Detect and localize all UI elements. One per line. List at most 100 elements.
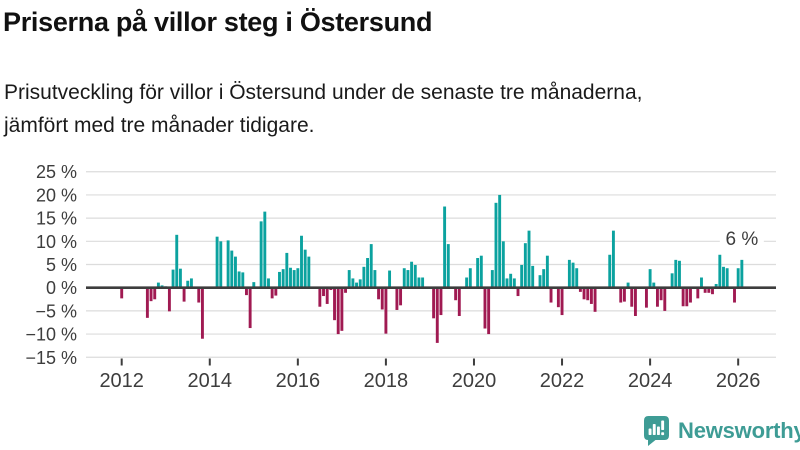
bar-positive xyxy=(413,264,417,288)
bar-positive xyxy=(725,268,729,288)
bar-positive xyxy=(571,262,575,288)
bar-positive xyxy=(678,260,681,288)
bar-positive xyxy=(674,259,678,288)
bar-positive xyxy=(303,249,307,288)
bar-positive xyxy=(300,235,303,288)
bar-positive xyxy=(366,258,370,288)
bar-positive xyxy=(490,270,494,288)
bar-positive xyxy=(369,244,373,288)
subtitle-line-1: Prisutveckling för villor i Östersund un… xyxy=(4,81,643,104)
x-axis-tick-label: 2020 xyxy=(452,370,497,392)
bar-positive xyxy=(520,264,524,288)
bar-negative xyxy=(344,287,347,293)
bar-negative xyxy=(439,287,443,316)
bar-negative xyxy=(322,287,325,297)
x-axis-tick-label: 2024 xyxy=(628,370,673,392)
bar-positive xyxy=(608,254,612,288)
bar-positive xyxy=(512,278,516,288)
bar-negative xyxy=(395,287,399,310)
bar-positive xyxy=(501,241,505,288)
bar-positive xyxy=(498,194,502,288)
bar-negative xyxy=(516,287,520,297)
bar-negative xyxy=(245,287,248,296)
bar-positive xyxy=(259,221,263,288)
bar-positive xyxy=(505,278,509,288)
bar-positive xyxy=(351,278,355,288)
bar-positive xyxy=(410,261,414,288)
bar-positive xyxy=(718,254,722,288)
bar-negative xyxy=(377,287,381,300)
bar-negative xyxy=(145,287,149,318)
bar-positive xyxy=(285,252,289,288)
bar-positive xyxy=(186,280,190,288)
x-axis-tick-label: 2012 xyxy=(99,370,144,392)
bar-positive xyxy=(446,244,450,288)
page-title: Priserna på villor steg i Östersund xyxy=(3,7,433,37)
bar-negative xyxy=(733,287,736,303)
newsworthy-logo-icon xyxy=(644,416,669,446)
bar-negative xyxy=(318,287,322,307)
bar-positive xyxy=(234,256,237,288)
y-axis-tick-label: −5 % xyxy=(35,301,77,321)
bar-negative xyxy=(270,287,274,299)
y-axis-tick-label: 0 % xyxy=(46,278,77,298)
bar-negative xyxy=(333,287,336,321)
bar-positive xyxy=(156,282,160,288)
bar-positive xyxy=(219,241,223,288)
bar-positive xyxy=(373,270,377,288)
bar-positive xyxy=(388,270,392,288)
bar-positive xyxy=(509,273,513,288)
bar-negative xyxy=(197,287,201,303)
x-axis-tick-label: 2026 xyxy=(716,370,761,392)
bar-positive xyxy=(307,256,311,288)
bar-negative xyxy=(578,287,582,292)
bar-negative xyxy=(167,287,171,312)
bar-negative xyxy=(200,287,204,339)
bar-positive xyxy=(700,277,703,288)
bar-positive xyxy=(267,278,270,288)
bar-negative xyxy=(593,287,597,312)
bar-positive xyxy=(740,259,744,288)
bar-positive xyxy=(476,258,480,288)
newsworthy-logo[interactable]: Newsworthy xyxy=(644,416,800,446)
bar-positive xyxy=(237,271,241,288)
bar-positive xyxy=(362,266,366,288)
bar-negative xyxy=(153,287,157,300)
bar-negative xyxy=(457,287,461,316)
bar-positive xyxy=(289,267,292,288)
bar-negative xyxy=(549,287,553,303)
bar-negative xyxy=(689,287,692,303)
bar-negative xyxy=(703,287,707,293)
bar-positive xyxy=(278,271,281,288)
bar-positive xyxy=(494,202,498,288)
bar-positive xyxy=(226,240,230,288)
bar-positive xyxy=(545,255,549,288)
bar-positive xyxy=(479,255,483,288)
y-axis-tick-label: 20 % xyxy=(36,185,77,205)
bar-positive xyxy=(281,269,285,288)
bar-negative xyxy=(248,287,252,329)
bar-negative xyxy=(483,287,487,329)
bar-negative xyxy=(274,287,278,296)
bar-negative xyxy=(454,287,458,301)
logo-mini-bars xyxy=(648,420,665,436)
bar-positive xyxy=(443,206,447,288)
bar-negative xyxy=(340,287,344,331)
x-axis-tick-label: 2016 xyxy=(276,370,321,392)
y-axis-tick-label: 10 % xyxy=(36,232,77,252)
x-axis-tick-label: 2018 xyxy=(364,370,409,392)
bar-negative xyxy=(336,287,340,335)
bar-positive xyxy=(523,243,527,288)
bar-positive xyxy=(252,282,256,288)
bar-negative xyxy=(487,287,491,335)
bar-negative xyxy=(399,287,403,306)
bar-negative xyxy=(182,287,186,302)
bar-negative xyxy=(149,287,153,302)
y-axis-tick-label: 5 % xyxy=(46,255,77,275)
bar-positive xyxy=(538,275,542,288)
bar-positive xyxy=(292,270,296,288)
bar-negative xyxy=(711,287,714,295)
bar-positive xyxy=(417,277,421,288)
